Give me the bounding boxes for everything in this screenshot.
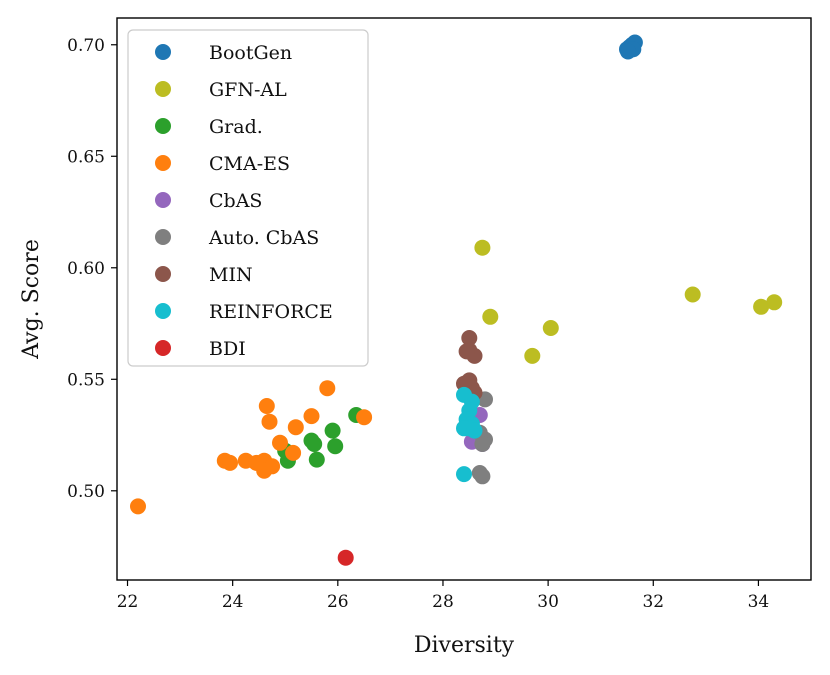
point-cma-es-3 <box>303 408 320 425</box>
point-bdi-0 <box>337 549 354 566</box>
point-grad-4 <box>327 438 344 455</box>
point-gfn-al-5 <box>542 320 559 336</box>
point-reinforce-8 <box>456 466 472 483</box>
legend-label-cma-es: CMA-ES <box>209 153 290 175</box>
legend-marker-grad <box>155 118 171 134</box>
legend-marker-auto-cbas <box>155 229 171 245</box>
point-cma-es-0 <box>130 498 146 515</box>
legend-marker-reinforce <box>155 303 171 319</box>
legend-marker-bootgen <box>155 44 171 60</box>
legend: BootGen GFN-AL Grad. CMA-ES CbAS Auto. CbAS MI… <box>127 29 369 367</box>
plot-frame <box>116 17 812 581</box>
x-tick-label: 28 <box>432 592 454 612</box>
y-tick-label: 0.60 <box>67 259 105 279</box>
x-tick-label: 34 <box>748 592 770 612</box>
legend-label-gfn-al: GFN-AL <box>209 79 287 101</box>
point-grad-1 <box>324 422 341 439</box>
point-grad-5 <box>308 451 325 468</box>
y-tick-label: 0.70 <box>67 36 105 56</box>
legend-marker-cbas <box>155 192 171 208</box>
point-cma-es-15 <box>256 462 273 479</box>
y-tick-label: 0.65 <box>67 147 105 167</box>
point-cma-es-1 <box>319 380 336 397</box>
legend-label-cbas: CbAS <box>209 190 262 212</box>
point-cma-es-5 <box>261 413 278 430</box>
scatter-marks <box>130 34 783 566</box>
y-axis-label: Avg. Score <box>19 239 44 360</box>
x-tick-label: 24 <box>222 592 244 612</box>
x-tick-label: 22 <box>117 592 139 612</box>
legend-marker-gfn-al <box>155 81 171 97</box>
legend-label-auto-cbas: Auto. CbAS <box>208 227 319 249</box>
legend-label-grad: Grad. <box>209 116 263 138</box>
x-axis-ticks: 22 24 26 28 30 32 34 <box>117 580 770 612</box>
point-auto-cbas-5 <box>474 436 491 452</box>
point-min-3 <box>458 343 475 360</box>
legend-marker-cma-es <box>155 155 171 171</box>
point-cma-es-12 <box>222 454 238 471</box>
y-tick-label: 0.50 <box>67 482 105 502</box>
y-axis-ticks: 0.50 0.55 0.60 0.65 0.70 <box>67 36 117 502</box>
x-tick-label: 32 <box>642 592 664 612</box>
point-cma-es-6 <box>287 419 304 436</box>
point-cma-es-2 <box>258 398 275 414</box>
point-reinforce-7 <box>466 422 483 439</box>
point-auto-cbas-2 <box>474 468 491 485</box>
legend-marker-bdi <box>155 340 171 356</box>
x-tick-label: 30 <box>537 592 559 612</box>
point-gfn-al-2 <box>753 298 770 315</box>
x-tick-label: 26 <box>327 592 349 612</box>
point-cma-es-8 <box>285 444 302 461</box>
legend-marker-min <box>155 266 171 282</box>
point-grad-3 <box>306 436 323 452</box>
point-gfn-al-0 <box>474 239 491 256</box>
legend-label-bootgen: BootGen <box>209 42 292 64</box>
x-axis-label: Diversity <box>414 633 515 658</box>
legend-box <box>127 29 369 367</box>
point-cma-es-7 <box>272 434 288 451</box>
point-gfn-al-6 <box>524 347 541 364</box>
point-bootgen-5 <box>620 43 636 60</box>
legend-label-bdi: BDI <box>209 338 246 360</box>
point-cma-es-4 <box>356 409 373 426</box>
point-gfn-al-4 <box>482 308 499 325</box>
point-gfn-al-1 <box>684 286 701 303</box>
legend-label-reinforce: REINFORCE <box>209 301 333 323</box>
point-gfn-al-3 <box>766 294 783 311</box>
legend-label-min: MIN <box>209 264 253 286</box>
y-tick-label: 0.55 <box>67 370 105 390</box>
point-min-0 <box>461 330 478 346</box>
